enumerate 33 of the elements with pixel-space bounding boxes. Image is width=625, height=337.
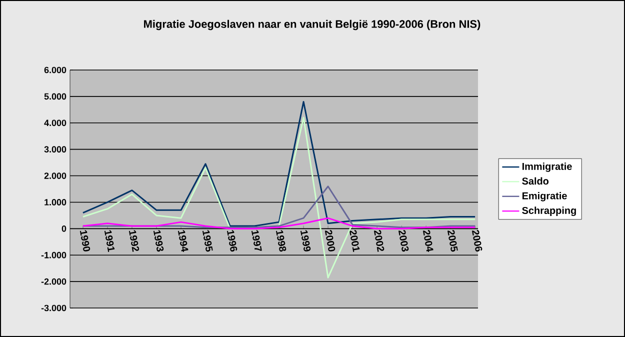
y-tick-label: 5.000 (44, 93, 66, 100)
y-tick-label: 4.000 (44, 120, 66, 126)
y-tick-label: 2.000 (44, 172, 66, 179)
x-tick-label: 1999 (300, 230, 311, 252)
x-tick-label: 1992 (128, 230, 140, 252)
x-tick-label: 2006 (472, 230, 482, 252)
legend-label: Emigratie (522, 192, 567, 202)
x-tick-label: 2001 (349, 230, 360, 252)
x-tick-label: 2000 (324, 230, 336, 252)
x-tick-label: 2002 (374, 230, 384, 252)
y-tick-label: 6.000 (44, 66, 66, 74)
x-tick-label: 1991 (104, 230, 115, 252)
y-tick-label: -1.000 (41, 252, 66, 258)
x-tick-label: 1993 (153, 230, 164, 252)
x-tick-label: 2005 (447, 230, 458, 252)
y-tick-label: 1.000 (44, 199, 66, 206)
chart-title: Migratie Joegoslaven naar en vanuit België 1990-2006 (Bron NIS) (144, 20, 480, 30)
line-series (82, 100, 476, 227)
legend-label: Immigratie (522, 162, 572, 172)
x-tick-label: 1997 (251, 230, 262, 251)
x-tick-label: 1998 (276, 230, 286, 252)
y-tick-label: 0 (62, 225, 66, 232)
x-tick-label: 1990 (80, 230, 90, 252)
x-tick-label: 1995 (202, 230, 213, 252)
y-tick-label: -2.000 (41, 278, 66, 285)
x-tick-label: 2004 (422, 230, 434, 252)
x-tick-label: 1994 (178, 230, 188, 252)
legend-label: Schrapping (522, 206, 576, 216)
y-tick-label: 3.000 (44, 146, 66, 153)
y-tick-label: -3.000 (41, 304, 66, 312)
legend-label: Saldo (522, 177, 549, 185)
x-tick-label: 2003 (398, 230, 409, 252)
x-tick-label: 1996 (226, 230, 238, 252)
